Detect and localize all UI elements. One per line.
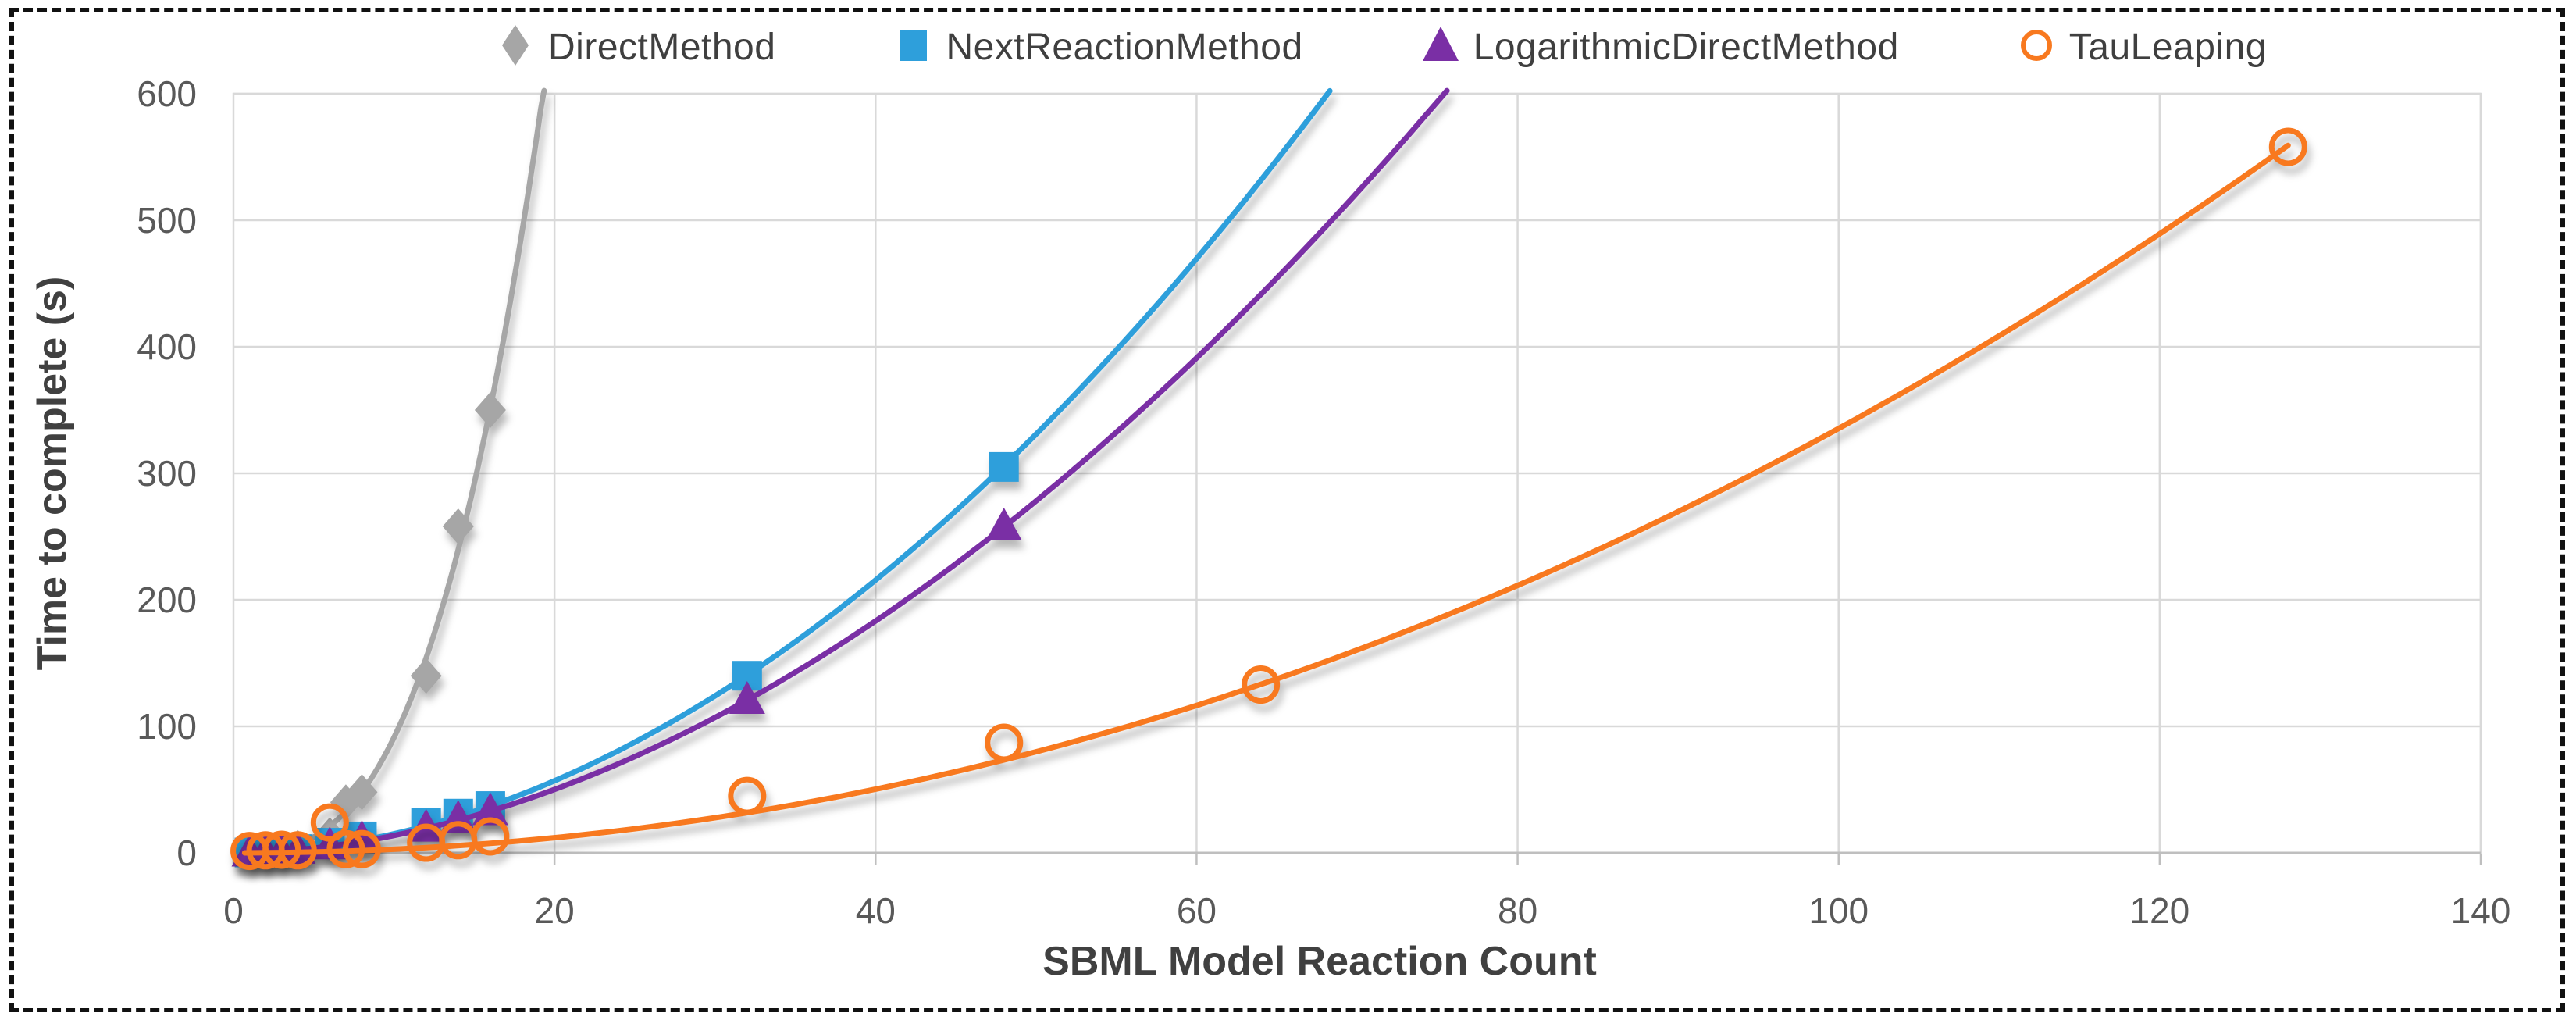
- marker-tauleaping: [262, 830, 301, 869]
- tick-labels: 0 20 40 60 80 100 120 140 0 100 200 300 400 500 600: [137, 73, 2510, 931]
- y-tick-label: 0: [176, 833, 197, 873]
- trendline-tauleaping: [241, 142, 2291, 856]
- y-tick-label: 600: [137, 73, 197, 114]
- legend-label: NextReactionMethod: [946, 27, 1303, 68]
- marker-directmethod: [442, 508, 474, 545]
- x-tick-label: 80: [1498, 890, 1537, 931]
- x-tick-label: 20: [535, 890, 575, 931]
- legend: DirectMethod NextReactionMethod Logarithmi…: [493, 20, 2267, 74]
- marker-directmethod: [346, 774, 378, 811]
- legend-item-directmethod: DirectMethod: [493, 20, 775, 74]
- marker-tauleaping: [2268, 127, 2307, 166]
- marker-logarithmicdirectmethod: [985, 508, 1022, 541]
- trendline-logarithmicdirectmethod: [241, 87, 1450, 856]
- x-tick-label: 40: [856, 890, 896, 931]
- series-directmethod: [233, 87, 547, 871]
- legend-label: LogarithmicDirectMethod: [1473, 27, 1899, 68]
- trendline-nextreactionmethod: [241, 87, 1333, 856]
- marker-tauleaping: [342, 829, 381, 868]
- x-axis-title: SBML Model Reaction Count: [1042, 939, 1597, 984]
- marker-logarithmicdirectmethod: [344, 820, 380, 854]
- marker-tauleaping: [471, 817, 510, 856]
- legend-label: TauLeaping: [2068, 27, 2267, 68]
- triangle-legend-icon: [1419, 20, 1463, 74]
- legend-item-tauleaping: TauLeaping: [2015, 20, 2267, 74]
- y-axis-title: Time to complete (s): [30, 276, 75, 671]
- legend-item-logarithmicdirectmethod: LogarithmicDirectMethod: [1419, 20, 1899, 74]
- x-tick-label: 100: [1808, 890, 1869, 931]
- axes: [232, 92, 2482, 865]
- marker-logarithmicdirectmethod: [472, 792, 508, 826]
- x-tick-label: 60: [1177, 890, 1217, 931]
- gridlines: [233, 92, 2482, 853]
- x-tick-label: 0: [223, 890, 244, 931]
- marker-tauleaping: [278, 831, 317, 870]
- y-tick-label: 100: [137, 706, 197, 747]
- trendline-directmethod: [241, 87, 547, 856]
- legend-label: DirectMethod: [548, 27, 776, 68]
- y-tick-label: 400: [137, 326, 197, 367]
- marker-tauleaping: [985, 723, 1024, 762]
- y-tick-label: 500: [137, 200, 197, 241]
- series-nextreactionmethod: [234, 87, 1333, 868]
- marker-nextreactionmethod: [989, 451, 1019, 482]
- marker-directmethod: [474, 392, 506, 428]
- series-tauleaping: [230, 127, 2307, 871]
- marker-tauleaping: [1242, 665, 1281, 704]
- marker-logarithmicdirectmethod: [729, 680, 765, 714]
- marker-directmethod: [410, 658, 442, 694]
- circle-open-legend-icon: [2015, 20, 2058, 74]
- marker-tauleaping: [728, 776, 767, 815]
- legend-item-nextreactionmethod: NextReactionMethod: [891, 20, 1302, 74]
- marker-tauleaping: [326, 829, 365, 868]
- data-series: [230, 87, 2307, 871]
- square-legend-icon: [891, 20, 935, 74]
- x-tick-label: 140: [2451, 890, 2511, 931]
- diamond-legend-icon: [493, 20, 537, 74]
- y-tick-label: 300: [137, 453, 197, 494]
- series-logarithmicdirectmethod: [231, 87, 1450, 867]
- y-tick-label: 200: [137, 580, 197, 620]
- x-tick-label: 120: [2129, 890, 2189, 931]
